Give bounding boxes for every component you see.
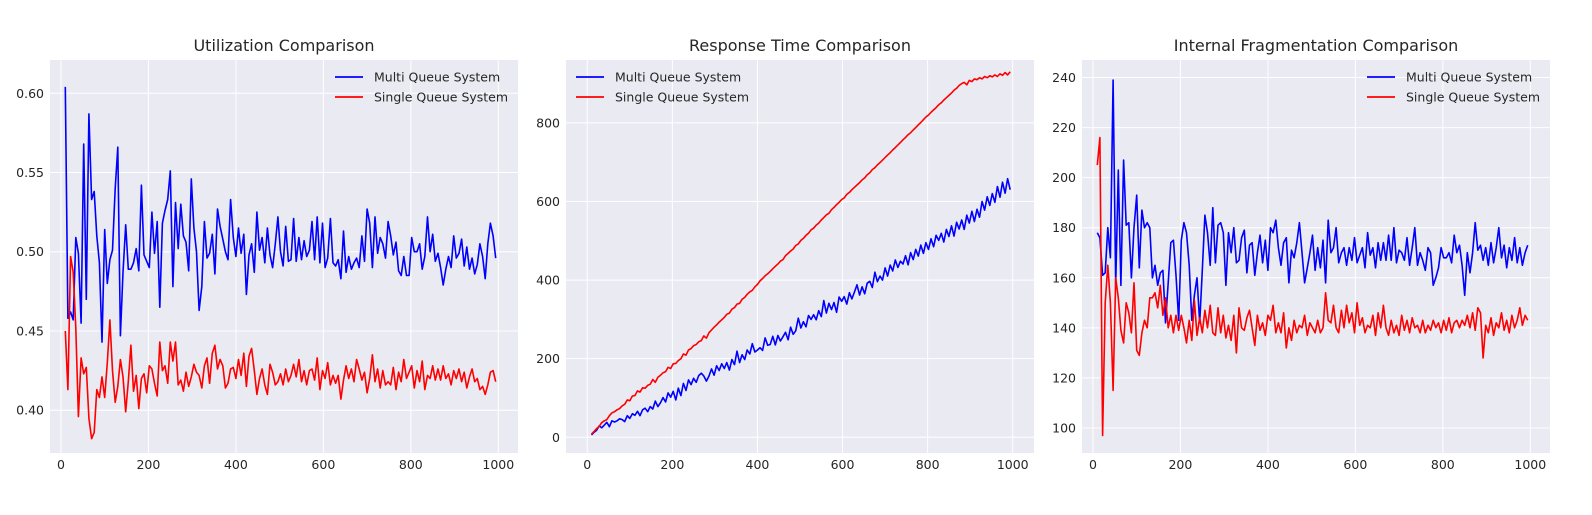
x-tick-label: 1000	[1514, 457, 1546, 472]
x-tick-label: 200	[660, 457, 684, 472]
legend-label: Multi Queue System	[615, 70, 741, 85]
chart-title: Utilization Comparison	[193, 36, 374, 55]
y-tick-label: 180	[1052, 220, 1076, 235]
legend: Multi Queue System Single Queue System	[1367, 70, 1540, 105]
x-tick-label: 0	[1089, 457, 1097, 472]
x-tick-label: 200	[136, 457, 160, 472]
legend: Multi Queue System Single Queue System	[335, 70, 508, 105]
y-tick-label: 400	[536, 273, 560, 288]
y-tick-label: 200	[536, 351, 560, 366]
y-tick-label: 220	[1052, 120, 1076, 135]
y-tick-label: 0	[552, 430, 560, 445]
x-tick-label: 800	[399, 457, 423, 472]
y-tick-label: 0.55	[16, 165, 44, 180]
y-tick-label: 0.45	[16, 323, 44, 338]
y-tick-label: 100	[1052, 420, 1076, 435]
legend: Multi Queue System Single Queue System	[576, 70, 749, 105]
legend-label: Multi Queue System	[1406, 70, 1532, 85]
series-line-multi-queue	[1096, 79, 1529, 324]
x-tick-label: 1000	[997, 457, 1029, 472]
x-tick-label: 1000	[482, 457, 514, 472]
chart-title: Internal Fragmentation Comparison	[1174, 36, 1459, 55]
y-tick-label: 160	[1052, 270, 1076, 285]
y-tick-label: 600	[536, 194, 560, 209]
x-tick-label: 600	[831, 457, 855, 472]
y-tick-label: 0.60	[16, 86, 44, 101]
y-tick-label: 200	[1052, 170, 1076, 185]
x-tick-label: 0	[583, 457, 591, 472]
x-tick-label: 600	[311, 457, 335, 472]
legend-label: Single Queue System	[374, 90, 508, 105]
x-tick-label: 400	[746, 457, 770, 472]
chart-panel-3: 0 200 400 600 800 1000 100 120 140 160 180 200 220 24…	[1052, 36, 1550, 472]
y-tick-label: 0.40	[16, 403, 44, 418]
x-tick-label: 600	[1343, 457, 1367, 472]
y-tick-label: 240	[1052, 70, 1076, 85]
y-tick-label: 120	[1052, 370, 1076, 385]
x-tick-label: 200	[1168, 457, 1192, 472]
series-line-single-queue	[1096, 136, 1529, 437]
chart-panel-1: 0 200 400 600 800 1000 0.40 0.45 0.50 0.55 0.60 Uti…	[16, 36, 518, 472]
series-line-single-queue	[64, 255, 497, 440]
series-line-multi-queue	[64, 86, 497, 343]
y-tick-label: 0.50	[16, 244, 44, 259]
legend-label: Multi Queue System	[374, 70, 500, 85]
legend-label: Single Queue System	[1406, 90, 1540, 105]
x-tick-label: 400	[224, 457, 248, 472]
x-tick-label: 800	[1431, 457, 1455, 472]
x-tick-label: 400	[1256, 457, 1280, 472]
y-tick-label: 800	[536, 115, 560, 130]
series-line-single-queue	[590, 71, 1011, 435]
x-tick-label: 800	[916, 457, 940, 472]
chart-title: Response Time Comparison	[689, 36, 911, 55]
y-tick-label: 140	[1052, 320, 1076, 335]
chart-panel-2: 0 200 400 600 800 1000 0 200 400 600 800 Response T…	[536, 36, 1034, 472]
x-tick-label: 0	[57, 457, 65, 472]
series-line-multi-queue	[590, 177, 1011, 436]
legend-label: Single Queue System	[615, 90, 749, 105]
